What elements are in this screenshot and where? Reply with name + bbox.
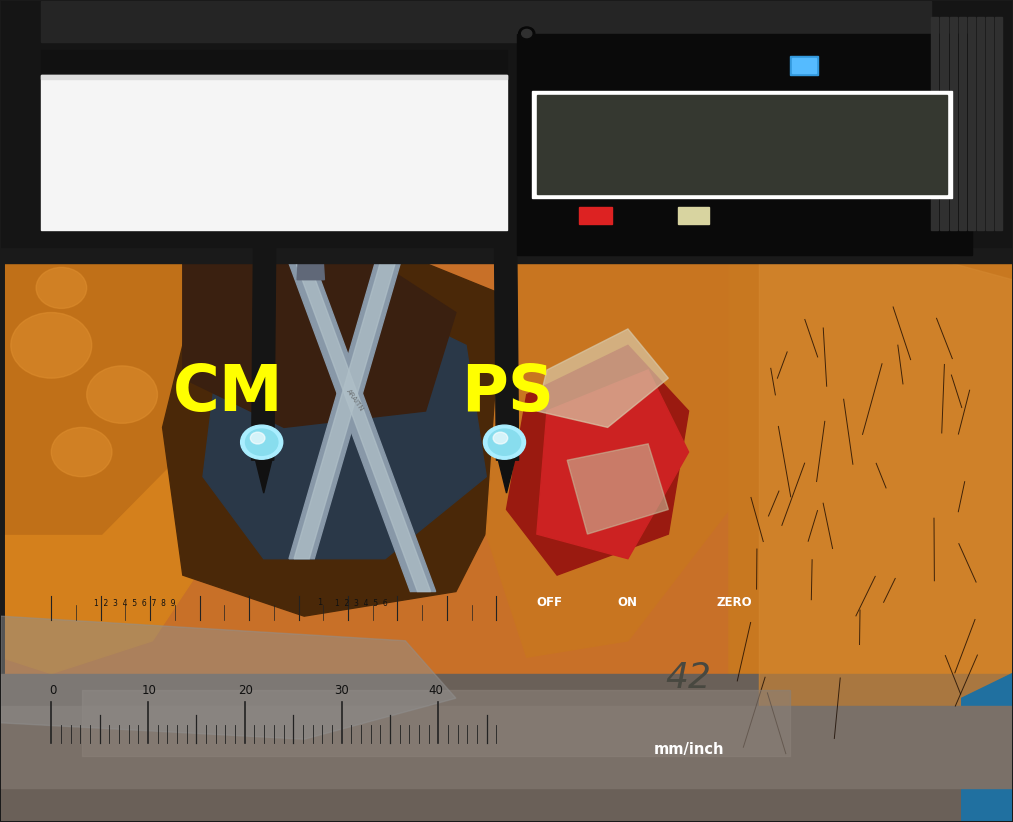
Text: 30: 30 — [334, 684, 349, 697]
Bar — [940, 17, 947, 230]
Bar — [82, 690, 790, 755]
Bar — [986, 17, 993, 230]
Circle shape — [250, 432, 265, 444]
Polygon shape — [494, 230, 519, 460]
Polygon shape — [1, 1, 223, 230]
Text: PS: PS — [461, 362, 554, 424]
Bar — [42, 75, 507, 230]
Polygon shape — [289, 263, 400, 559]
Circle shape — [87, 366, 157, 423]
Text: ARAITN: ARAITN — [344, 388, 365, 412]
Text: mm/inch: mm/inch — [653, 742, 724, 757]
Polygon shape — [567, 444, 669, 534]
Polygon shape — [506, 345, 689, 575]
Polygon shape — [760, 247, 1012, 755]
Polygon shape — [890, 1, 1012, 263]
Text: ON: ON — [618, 596, 638, 609]
Text: 1  2  3  4  5  6  7  8  9: 1 2 3 4 5 6 7 8 9 — [94, 599, 175, 608]
Polygon shape — [486, 230, 760, 657]
Text: 1  2  3  4  5  6: 1 2 3 4 5 6 — [334, 599, 387, 608]
Bar — [931, 17, 938, 230]
Polygon shape — [289, 263, 436, 592]
Polygon shape — [162, 247, 527, 616]
Circle shape — [493, 432, 508, 444]
Text: 20: 20 — [238, 684, 253, 697]
Polygon shape — [729, 230, 1012, 780]
Polygon shape — [294, 263, 395, 559]
Bar — [679, 207, 709, 224]
Polygon shape — [537, 370, 689, 559]
Bar — [517, 34, 971, 255]
Text: 42: 42 — [666, 661, 711, 695]
Circle shape — [488, 429, 521, 455]
Circle shape — [36, 267, 87, 308]
Polygon shape — [961, 673, 1012, 821]
Polygon shape — [537, 329, 669, 427]
Bar — [42, 1, 931, 42]
Polygon shape — [494, 444, 519, 493]
Polygon shape — [1, 1, 182, 181]
Bar — [532, 91, 951, 197]
Polygon shape — [203, 296, 486, 559]
Circle shape — [52, 427, 112, 477]
Text: 10: 10 — [142, 684, 157, 697]
Bar — [977, 17, 984, 230]
Text: 0: 0 — [50, 684, 57, 697]
Circle shape — [483, 425, 526, 459]
Polygon shape — [890, 1, 1012, 181]
Bar — [42, 50, 507, 75]
Bar — [1, 1, 1012, 263]
Text: 1: 1 — [317, 598, 322, 607]
Circle shape — [522, 30, 532, 38]
Polygon shape — [1, 206, 253, 673]
Polygon shape — [296, 263, 431, 592]
Bar — [995, 17, 1002, 230]
Text: OFF: OFF — [537, 596, 563, 609]
Bar — [1, 1, 1012, 247]
Polygon shape — [297, 247, 324, 279]
Bar — [1, 706, 1012, 788]
Polygon shape — [182, 247, 456, 427]
Bar — [790, 57, 819, 75]
Polygon shape — [251, 230, 276, 460]
Text: 40: 40 — [428, 684, 443, 697]
Polygon shape — [1, 616, 456, 739]
Polygon shape — [1, 181, 203, 534]
Circle shape — [11, 312, 92, 378]
Bar — [42, 75, 507, 79]
Text: ZERO: ZERO — [717, 596, 753, 609]
Bar — [792, 58, 816, 73]
Bar — [958, 17, 965, 230]
Circle shape — [245, 429, 278, 455]
Bar — [579, 207, 612, 224]
Circle shape — [241, 425, 283, 459]
Circle shape — [519, 27, 535, 40]
Polygon shape — [931, 1, 1012, 214]
Bar — [537, 95, 946, 193]
Bar — [1, 673, 1012, 821]
Bar — [967, 17, 975, 230]
Text: CM: CM — [172, 362, 284, 424]
Polygon shape — [251, 444, 276, 493]
Bar — [949, 17, 956, 230]
